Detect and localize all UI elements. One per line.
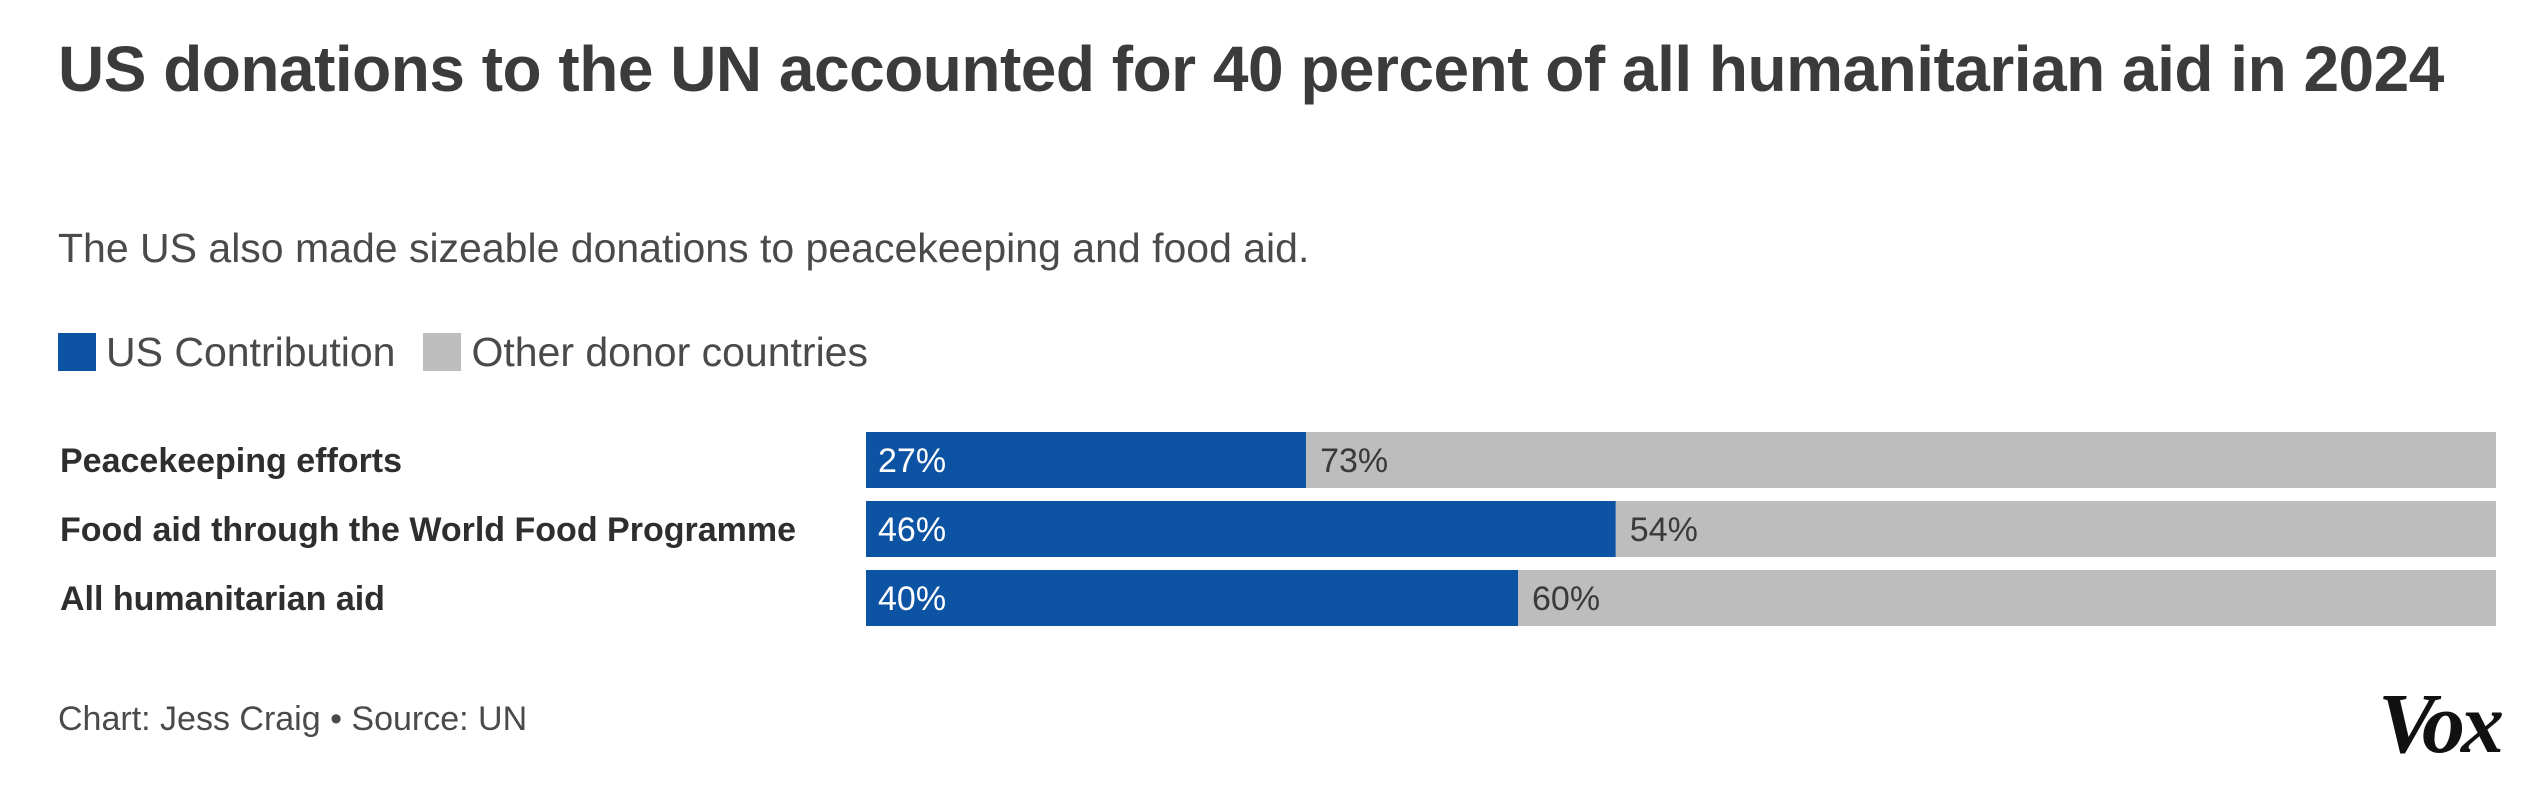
chart-subtitle: The US also made sizeable donations to p… — [58, 225, 1310, 271]
legend-item-us: US Contribution — [58, 329, 395, 376]
value-label-us: 27% — [878, 442, 946, 480]
value-label-other: 73% — [1320, 442, 1388, 480]
legend-label-other: Other donor countries — [471, 328, 868, 375]
category-label: All humanitarian aid — [60, 580, 385, 618]
bar-other-donors — [1615, 501, 2496, 557]
chart-credit: Chart: Jess Craig • Source: UN — [58, 700, 528, 738]
value-label-us: 40% — [878, 580, 946, 618]
value-label-other: 54% — [1630, 511, 1698, 549]
bar-other-donors — [1518, 570, 2496, 626]
chart-title: US donations to the UN accounted for 40 … — [58, 33, 2444, 105]
bar-us-contribution — [866, 570, 1518, 626]
legend-swatch-us — [58, 333, 96, 371]
bar-us-contribution — [866, 501, 1616, 557]
category-label: Food aid through the World Food Programm… — [60, 511, 796, 549]
category-label: Peacekeeping efforts — [60, 442, 402, 480]
stacked-bar-chart: Peacekeeping efforts 27% 73% Food aid throu… — [60, 432, 2496, 626]
value-label-us: 46% — [878, 511, 946, 549]
legend-swatch-other — [423, 333, 462, 371]
value-label-other: 60% — [1532, 580, 1600, 618]
legend-label-us: US Contribution — [106, 328, 396, 375]
bar-other-donors — [1306, 432, 2496, 488]
vox-logo: Vox — [2378, 675, 2504, 771]
bar-us-contribution — [866, 432, 1307, 488]
legend: US Contribution Other donor countries — [58, 326, 896, 378]
legend-item-other: Other donor countries — [423, 329, 868, 376]
